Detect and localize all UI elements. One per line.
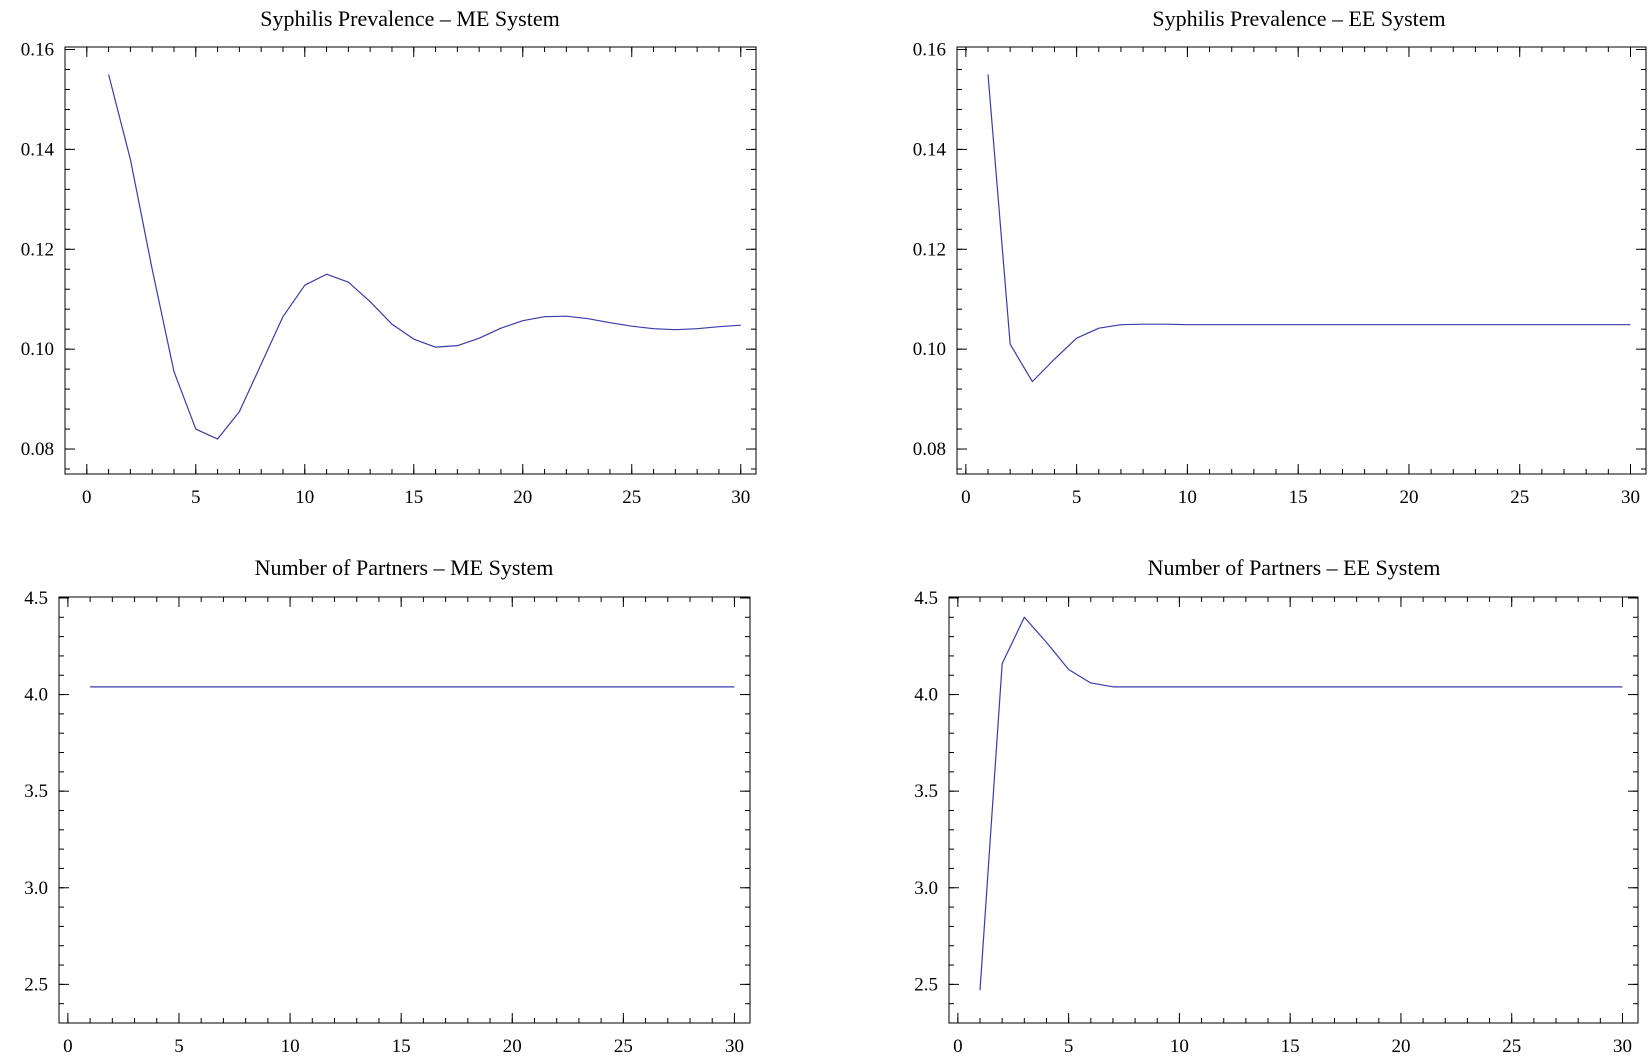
x-tick-label: 10 xyxy=(281,1036,300,1057)
y-tick-label: 4.5 xyxy=(914,588,938,609)
x-tick-label: 5 xyxy=(174,1036,184,1057)
y-tick-label: 0.14 xyxy=(913,139,947,160)
x-tick-label: 15 xyxy=(1289,487,1308,508)
x-tick-label: 15 xyxy=(392,1036,411,1057)
x-tick-label: 0 xyxy=(953,1036,963,1057)
x-tick-label: 25 xyxy=(1502,1036,1521,1057)
x-tick-label: 25 xyxy=(622,487,641,508)
plot-frame xyxy=(58,596,751,1024)
plot-frame xyxy=(948,596,1639,1024)
chart-title: Number of Partners – EE System xyxy=(1148,555,1441,580)
y-tick-label: 0.16 xyxy=(913,39,946,60)
y-tick-label: 0.08 xyxy=(913,439,946,460)
y-tick-label: 3.0 xyxy=(24,878,48,899)
x-tick-label: 0 xyxy=(82,487,92,508)
chart-panel-me-partners: Number of Partners – ME System 0 5 10 15 20 25… xyxy=(24,555,751,1057)
x-tick-label: 30 xyxy=(1613,1036,1632,1057)
y-tick-label: 0.12 xyxy=(913,239,946,260)
x-tick-label: 10 xyxy=(295,487,314,508)
chart-title: Number of Partners – ME System xyxy=(255,555,554,580)
y-tick-label: 2.5 xyxy=(914,974,938,995)
plot-frame xyxy=(64,46,757,475)
y-tick-label: 0.10 xyxy=(21,339,54,360)
y-tick-label: 0.14 xyxy=(21,139,55,160)
x-tick-label: 5 xyxy=(191,487,201,508)
x-tick-label: 15 xyxy=(1281,1036,1300,1057)
x-tick-label: 0 xyxy=(63,1036,73,1057)
plot-frame xyxy=(956,46,1647,475)
y-tick-label: 4.0 xyxy=(24,685,48,706)
x-tick-label: 20 xyxy=(503,1036,522,1057)
y-tick-label: 3.5 xyxy=(24,781,48,802)
x-tick-label: 15 xyxy=(404,487,423,508)
x-tick-label: 20 xyxy=(513,487,532,508)
chart-title: Syphilis Prevalence – EE System xyxy=(1152,6,1445,31)
series-line xyxy=(979,616,1623,991)
x-tick-label: 25 xyxy=(1510,487,1529,508)
x-tick-label: 30 xyxy=(731,487,750,508)
y-tick-label: 0.10 xyxy=(913,339,946,360)
x-tick-label: 25 xyxy=(614,1036,633,1057)
chart-panel-ee-prevalence: Syphilis Prevalence – EE System 0 5 10 15 20 2… xyxy=(913,6,1647,508)
chart-panel-ee-partners: Number of Partners – EE System 0 5 10 15 20 25… xyxy=(914,555,1639,1057)
y-tick-label: 0.12 xyxy=(21,239,54,260)
x-tick-label: 0 xyxy=(961,487,971,508)
x-tick-label: 20 xyxy=(1399,487,1418,508)
x-tick-label: 10 xyxy=(1170,1036,1189,1057)
y-tick-label: 3.0 xyxy=(914,878,938,899)
y-tick-label: 2.5 xyxy=(24,974,48,995)
y-tick-label: 4.5 xyxy=(24,588,48,609)
x-tick-label: 5 xyxy=(1072,487,1082,508)
x-tick-label: 20 xyxy=(1391,1036,1410,1057)
x-tick-label: 30 xyxy=(1621,487,1640,508)
chart-title: Syphilis Prevalence – ME System xyxy=(260,6,559,31)
y-tick-label: 0.08 xyxy=(21,439,54,460)
chart-panel-me-prevalence: Syphilis Prevalence – ME System 0 5 10 15 20 2… xyxy=(21,6,757,508)
series-line xyxy=(987,74,1631,383)
y-tick-label: 4.0 xyxy=(914,685,938,706)
y-tick-label: 3.5 xyxy=(914,781,938,802)
series-line xyxy=(108,74,741,440)
x-tick-label: 5 xyxy=(1064,1036,1074,1057)
y-tick-label: 0.16 xyxy=(21,39,54,60)
x-tick-label: 10 xyxy=(1178,487,1197,508)
x-tick-label: 30 xyxy=(725,1036,744,1057)
